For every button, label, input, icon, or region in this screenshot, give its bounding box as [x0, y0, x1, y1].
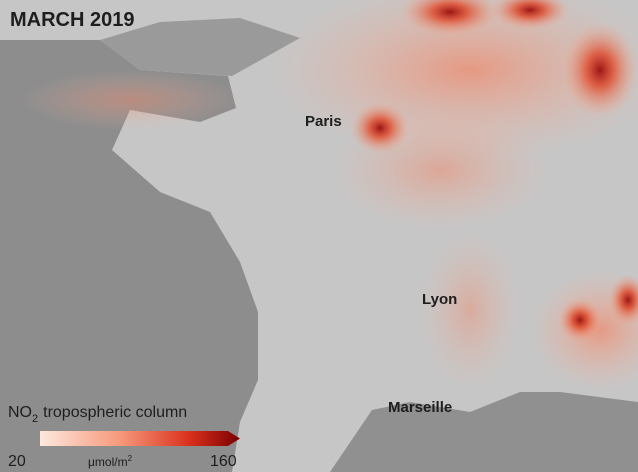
hotspot — [350, 102, 410, 154]
hotspot — [608, 274, 638, 326]
atlantic-sea — [0, 40, 258, 472]
legend-title-main: NO — [8, 404, 32, 421]
legend-title: NO2 tropospheric column — [8, 404, 187, 425]
hotspot — [558, 298, 602, 342]
legend-max: 160 — [210, 453, 237, 470]
city-label: Paris — [305, 113, 342, 130]
hotspot — [400, 0, 500, 36]
legend-min: 20 — [8, 453, 26, 470]
legend-title-rest: tropospheric column — [43, 404, 187, 421]
legend-title-subscript: 2 — [32, 413, 38, 425]
legend-unit-superscript: 2 — [128, 454, 133, 463]
haze — [420, 230, 520, 390]
title: MARCH 2019 — [10, 9, 134, 31]
city-label: Lyon — [422, 291, 457, 308]
mediterranean-sea — [330, 392, 638, 472]
haze — [20, 70, 240, 130]
hotspot — [562, 22, 638, 118]
hotspot — [490, 0, 570, 30]
colorbar — [40, 431, 240, 446]
city-label: Marseille — [388, 399, 452, 416]
legend-unit: μmol/m2 — [88, 454, 133, 469]
channel-sea — [100, 18, 300, 76]
legend-unit-main: μmol/m — [88, 455, 128, 469]
